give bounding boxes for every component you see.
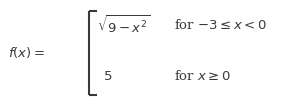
- Text: for $-3 \leq x < 0$: for $-3 \leq x < 0$: [174, 18, 267, 32]
- Text: for $x \geq 0$: for $x \geq 0$: [174, 69, 231, 83]
- Text: $\sqrt{9 - x^2}$: $\sqrt{9 - x^2}$: [97, 15, 150, 36]
- Text: $f(x) =$: $f(x) =$: [8, 45, 46, 61]
- Text: $5$: $5$: [103, 70, 113, 83]
